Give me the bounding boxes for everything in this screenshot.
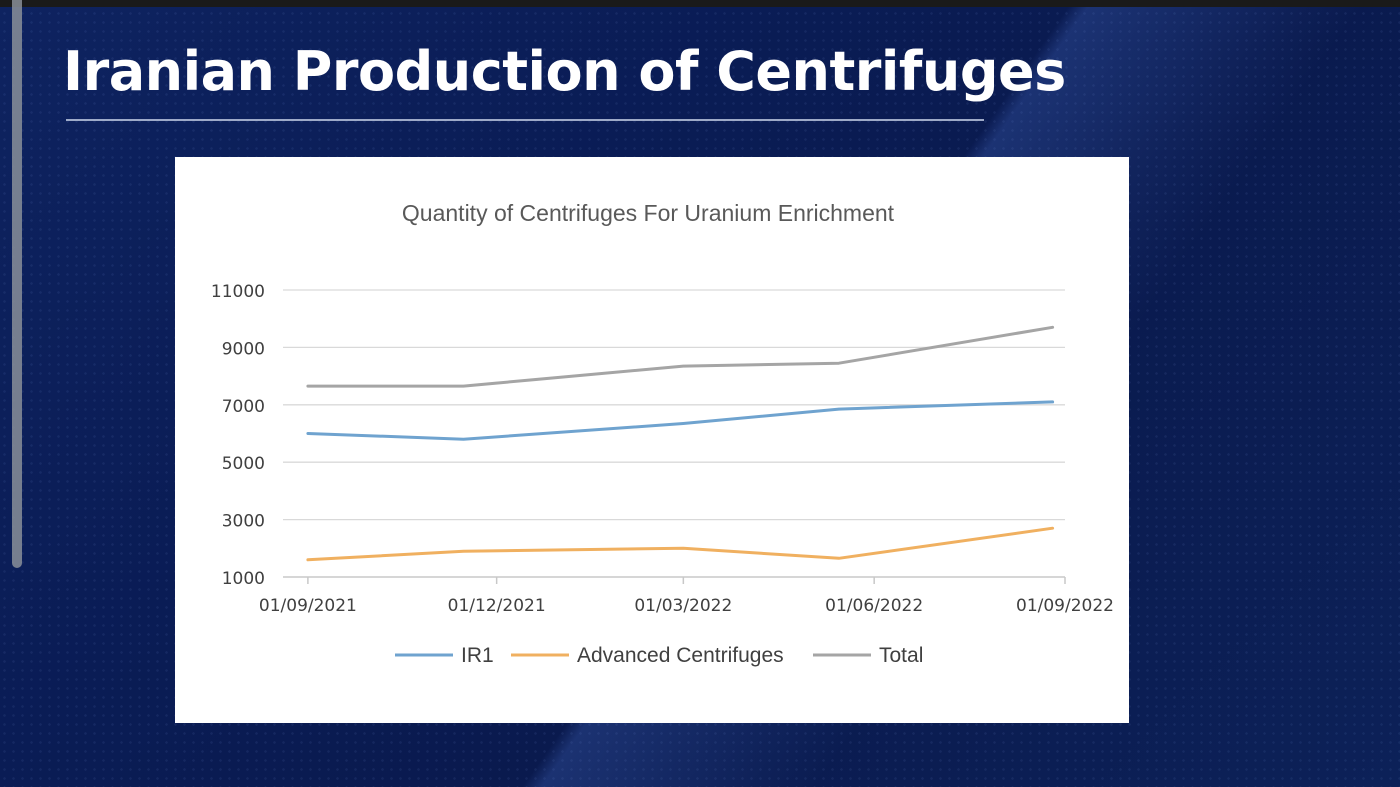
title-underline	[66, 119, 984, 121]
y-tick-label: 5000	[222, 454, 265, 474]
vertical-scrollbar[interactable]	[12, 0, 22, 568]
y-axis-ticks: 1000 3000 5000 7000 9000 11000	[211, 282, 265, 589]
slide-title: Iranian Production of Centrifuges	[63, 40, 1066, 103]
x-tick-label: 01/03/2022	[634, 596, 732, 616]
window-top-bar	[0, 0, 1400, 7]
y-tick-label: 11000	[211, 282, 265, 302]
y-tick-label: 3000	[222, 512, 265, 532]
x-axis-ticks: 01/09/2021 01/12/2021 01/03/2022 01/06/2022…	[259, 577, 1114, 616]
x-tick-label: 01/09/2021	[259, 596, 357, 616]
x-tick-label: 01/12/2021	[448, 596, 546, 616]
series-line-total	[306, 325, 1055, 388]
x-tick-label: 01/06/2022	[825, 596, 923, 616]
legend: IR1 Advanced Centrifuges Total	[395, 644, 923, 667]
y-tick-label: 7000	[222, 397, 265, 417]
x-tick-label: 01/09/2022	[1016, 596, 1114, 616]
legend-label: Advanced Centrifuges	[577, 644, 784, 667]
series-line-advanced-centrifuges	[306, 526, 1055, 562]
chart-title: Quantity of Centrifuges For Uranium Enri…	[402, 200, 895, 226]
y-tick-label: 1000	[222, 569, 265, 589]
chart-panel: Quantity of Centrifuges For Uranium Enri…	[175, 157, 1129, 723]
y-tick-label: 9000	[222, 339, 265, 359]
series-line-ir1	[306, 400, 1055, 441]
legend-label: IR1	[461, 644, 494, 667]
line-chart: Quantity of Centrifuges For Uranium Enri…	[211, 200, 1114, 667]
legend-label: Total	[879, 644, 923, 667]
series-lines	[306, 325, 1055, 562]
